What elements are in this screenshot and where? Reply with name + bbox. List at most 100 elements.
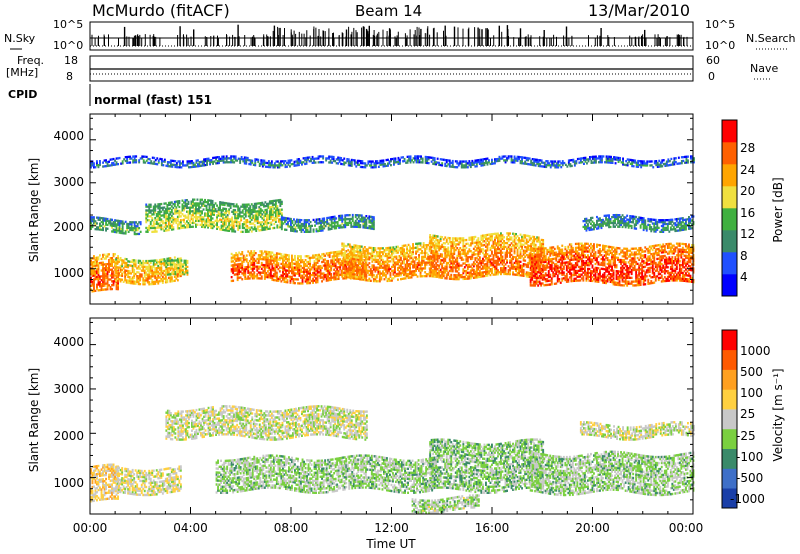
heatmap-cell: [366, 250, 369, 253]
heatmap-cell: [128, 264, 131, 267]
heatmap-cell: [91, 280, 94, 283]
heatmap-cell: [91, 284, 94, 287]
heatmap-cell: [300, 274, 302, 277]
heatmap-cell: [283, 253, 286, 256]
heatmap-cell: [253, 257, 256, 261]
heatmap-cell: [265, 272, 268, 275]
heatmap-cell: [298, 259, 301, 262]
heatmap-cell: [236, 273, 239, 276]
heatmap-cell: [433, 240, 436, 243]
heatmap-cell: [155, 268, 158, 272]
heatmap-cell: [286, 275, 289, 278]
heatmap-cell: [124, 273, 127, 276]
heatmap-cell: [259, 250, 262, 253]
heatmap-cell: [398, 274, 401, 277]
heatmap-cell: [644, 277, 647, 280]
heatmap-cell: [404, 273, 407, 276]
heatmap-cell: [316, 273, 319, 276]
heatmap-cell: [356, 244, 359, 248]
heatmap-cell: [441, 265, 444, 268]
heatmap-cell: [344, 268, 347, 271]
heatmap-cell: [93, 286, 95, 289]
heatmap-cell: [105, 257, 107, 260]
heatmap-cell: [433, 248, 436, 251]
heatmap-cell: [450, 254, 453, 257]
heatmap-cell: [230, 252, 233, 256]
heatmap-cell: [306, 270, 308, 273]
heatmap-cell: [269, 255, 272, 258]
heatmap-cell: [118, 278, 120, 281]
heatmap-cell: [166, 278, 169, 282]
heatmap-cell: [445, 275, 448, 278]
heatmap-cell: [351, 261, 354, 264]
heatmap-cell: [430, 267, 433, 270]
heatmap-cell: [152, 261, 155, 264]
heatmap-cell: [139, 275, 142, 278]
heatmap-cell: [139, 273, 142, 276]
heatmap-cell: [163, 273, 166, 276]
heatmap-cell: [450, 277, 453, 280]
heatmap-cell: [100, 275, 103, 278]
heatmap-cell: [416, 244, 419, 247]
heatmap-cell: [425, 261, 428, 264]
heatmap-cell: [312, 264, 314, 267]
heatmap-cell: [415, 267, 417, 271]
heatmap-cell: [180, 265, 183, 268]
heatmap-cell: [356, 275, 359, 278]
heatmap-cell: [366, 269, 369, 272]
heatmap-cell: [114, 278, 116, 281]
heatmap-cell: [441, 259, 444, 262]
heatmap-cell: [178, 267, 181, 270]
heatmap-cell: [96, 272, 98, 275]
heatmap-cell: [327, 265, 330, 268]
heatmap-cell: [356, 269, 359, 273]
heatmap-cell: [256, 265, 259, 268]
heatmap-cell: [406, 265, 408, 268]
heatmap-cell: [419, 242, 422, 245]
heatmap-cell: [428, 273, 431, 276]
heatmap-cell: [307, 260, 310, 264]
heatmap-cell: [353, 269, 356, 272]
heatmap-cell: [383, 268, 386, 271]
heatmap-cell: [438, 272, 441, 275]
heatmap-cell: [432, 238, 435, 241]
heatmap-cell: [289, 275, 292, 278]
heatmap-cell: [445, 261, 448, 265]
heatmap-cell: [272, 269, 275, 272]
heatmap-cell: [93, 272, 95, 275]
heatmap-cell: [378, 262, 381, 265]
heatmap-cell: [256, 257, 259, 261]
heatmap-cell: [599, 244, 601, 247]
heatmap-cell: [291, 277, 293, 281]
heatmap-cell: [395, 257, 398, 260]
heatmap-cell: [97, 262, 100, 265]
heatmap-cell: [286, 273, 289, 276]
heatmap-cell: [105, 272, 107, 276]
heatmap-cell: [375, 276, 378, 279]
heatmap-cell: [400, 250, 402, 254]
heatmap-cell: [410, 270, 413, 273]
heatmap-cell: [289, 279, 292, 282]
heatmap-cell: [429, 241, 432, 244]
heatmap-cell: [439, 259, 442, 262]
heatmap-cell: [131, 276, 134, 279]
heatmap-cell: [109, 264, 112, 267]
heatmap-cell: [365, 265, 368, 268]
heatmap-cell: [253, 261, 256, 264]
heatmap-cell: [313, 260, 316, 263]
heatmap-cell: [343, 277, 346, 280]
heatmap-cell: [260, 254, 263, 257]
heatmap-cell: [342, 244, 345, 247]
heatmap-cell: [427, 253, 430, 256]
heatmap-cell: [122, 259, 125, 262]
heatmap-cell: [186, 265, 189, 268]
heatmap-cell: [342, 273, 345, 276]
heatmap-cell: [421, 261, 423, 264]
heatmap-cell: [348, 259, 351, 262]
heatmap-cell: [369, 268, 372, 271]
heatmap-cell: [337, 273, 340, 277]
heatmap-cell: [534, 245, 537, 249]
heatmap-cell: [262, 271, 265, 274]
heatmap-cell: [172, 272, 175, 276]
heatmap-cell: [371, 254, 374, 257]
